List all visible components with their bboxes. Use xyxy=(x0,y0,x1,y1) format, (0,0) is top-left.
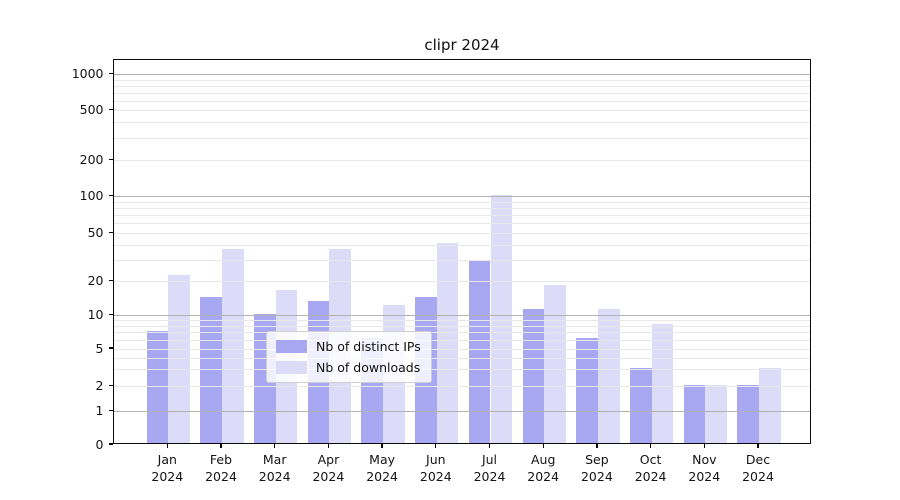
bar-sep-downloads xyxy=(597,308,620,443)
bar-jan-distinct-ips xyxy=(146,330,169,443)
x-tick-mark-feb xyxy=(220,444,222,448)
y-tick-label-200: 200 xyxy=(79,151,104,167)
x-tick-label-feb: Feb 2024 xyxy=(205,452,237,484)
x-tick-mark-mar xyxy=(274,444,276,448)
y-tick-label-2: 2 xyxy=(95,378,104,393)
x-tick-label-jul: Jul 2024 xyxy=(473,452,506,484)
y-tick-mark-0 xyxy=(108,443,113,445)
x-tick-label-dec: Dec 2024 xyxy=(742,452,774,484)
bar-oct-distinct-ips xyxy=(629,367,652,443)
y-tick-mark-5 xyxy=(108,347,113,349)
bar-nov-distinct-ips xyxy=(683,384,706,443)
bar-dec-downloads xyxy=(759,367,781,443)
y-tick-label-500: 500 xyxy=(79,102,104,118)
legend-label-distinct-ips: Nb of distinct IPs xyxy=(316,339,421,354)
x-tick-label-nov: Nov 2024 xyxy=(688,452,721,484)
y-tick-mark-10 xyxy=(108,313,113,316)
y-tick-mark-2 xyxy=(108,384,113,387)
y-tick-label-1: 1 xyxy=(95,403,104,418)
legend-label-downloads: Nb of downloads xyxy=(316,360,421,375)
y-tick-label-10: 10 xyxy=(87,307,104,322)
y-tick-label-5: 5 xyxy=(95,340,104,356)
y-tick-mark-20 xyxy=(108,279,113,282)
bar-jul-downloads xyxy=(490,194,513,443)
legend-swatch-distinct-ips xyxy=(276,340,307,353)
x-tick-mark-aug xyxy=(542,444,544,448)
bar-aug-downloads xyxy=(544,284,566,443)
x-tick-mark-dec xyxy=(757,444,759,448)
x-tick-label-jun: Jun 2024 xyxy=(419,452,452,484)
y-tick-mark-200 xyxy=(108,158,113,160)
y-tick-label-100: 100 xyxy=(79,188,104,204)
y-tick-label-20: 20 xyxy=(87,273,104,288)
x-tick-label-mar: Mar 2024 xyxy=(258,452,291,484)
bar-dec-distinct-ips xyxy=(737,384,759,443)
x-tick-mark-jan xyxy=(166,444,168,448)
x-tick-label-apr: Apr 2024 xyxy=(312,452,345,484)
x-tick-label-sep: Sep 2024 xyxy=(580,452,613,484)
x-tick-label-aug: Aug 2024 xyxy=(527,452,560,484)
bar-jun-downloads xyxy=(436,243,459,443)
y-tick-mark-1000 xyxy=(108,73,113,75)
x-tick-label-jan: Jan 2024 xyxy=(151,452,184,484)
y-tick-mark-1 xyxy=(108,409,113,412)
legend: Nb of distinct IPs Nb of downloads xyxy=(266,331,432,383)
bar-feb-distinct-ips xyxy=(200,297,222,443)
x-tick-label-may: May 2024 xyxy=(366,452,398,484)
x-tick-mark-jun xyxy=(435,444,437,448)
y-tick-mark-500 xyxy=(108,109,113,111)
y-tick-mark-50 xyxy=(108,231,113,233)
bar-aug-distinct-ips xyxy=(522,308,545,443)
x-tick-mark-jul xyxy=(488,444,491,448)
bars-layer xyxy=(114,60,810,443)
legend-swatch-downloads xyxy=(276,361,307,374)
plot-area xyxy=(113,59,811,444)
bar-jan-downloads xyxy=(168,274,190,443)
bar-sep-distinct-ips xyxy=(576,338,598,443)
legend-item-distinct-ips: Nb of distinct IPs xyxy=(276,339,421,354)
x-tick-mark-oct xyxy=(649,444,652,448)
bar-feb-downloads xyxy=(222,248,244,443)
x-tick-mark-sep xyxy=(596,444,598,448)
x-tick-mark-nov xyxy=(703,444,705,448)
y-tick-label-1000: 1000 xyxy=(71,66,104,82)
bar-nov-downloads xyxy=(705,384,727,443)
x-tick-mark-may xyxy=(381,444,383,448)
bar-oct-downloads xyxy=(651,324,674,443)
y-tick-label-0: 0 xyxy=(95,436,104,452)
y-tick-label-50: 50 xyxy=(87,224,104,240)
x-tick-mark-apr xyxy=(327,444,330,448)
legend-item-downloads: Nb of downloads xyxy=(276,360,421,375)
x-tick-label-oct: Oct 2024 xyxy=(634,452,667,484)
bar-jul-distinct-ips xyxy=(468,259,491,443)
chart-title: clipr 2024 xyxy=(424,36,500,54)
y-tick-mark-100 xyxy=(108,195,113,197)
